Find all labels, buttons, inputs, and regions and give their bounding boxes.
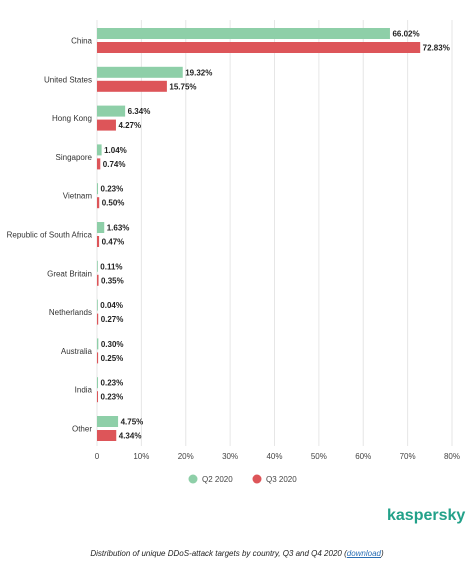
data-label: 0.23% [101,393,124,402]
bar-q2 [97,28,390,39]
data-label: 0.04% [100,301,123,310]
category-label: India [75,386,93,395]
bar-chart: China United States Hong Kong Singapore Viet… [7,20,460,484]
bar-q3 [97,158,101,170]
bar-q3 [97,80,167,92]
category-label: China [71,37,92,46]
data-label: 4.34% [119,432,142,441]
bar-q2 [97,299,98,311]
bar-q2 [97,66,183,78]
x-tick-label: 20% [178,452,194,461]
data-label: 0.30% [101,340,124,349]
data-label: 0.25% [101,354,124,363]
category-label: Hong Kong [52,114,92,123]
bar-q2 [97,377,99,389]
legend-label: Q3 2020 [266,475,297,484]
bar-q2 [97,222,105,233]
category-label: Singapore [56,153,93,162]
bar-q2 [97,416,119,427]
download-link[interactable]: download [346,549,381,558]
data-label: 0.50% [102,199,125,208]
bar-q3 [97,197,100,209]
figure-caption: Distribution of unique DDoS-attack targe… [0,549,474,558]
data-label: 0.35% [101,276,124,285]
bar-q2 [97,144,102,156]
legend-marker [252,474,262,484]
caption-end: ) [381,549,384,558]
bars [97,28,421,441]
data-label: 0.11% [100,262,122,271]
data-label: 19.32% [185,68,212,77]
bar-q2 [97,183,99,195]
bar-q3 [97,352,99,364]
x-tick-label: 50% [311,452,327,461]
data-label: 66.02% [392,30,419,39]
bar-q3 [97,313,99,325]
data-label: 1.04% [104,146,127,155]
data-label: 0.23% [101,379,124,388]
kaspersky-logo: kaspersky [387,507,466,524]
x-tick-label: 80% [444,452,460,461]
data-label: 0.23% [101,185,124,194]
x-tick-label: 10% [133,452,149,461]
legend-label: Q2 2020 [202,475,233,484]
data-label: 4.27% [118,121,141,130]
x-axis-ticks: 0 10% 20% 30% 40% 50% 60% 70% 80% [95,452,460,461]
legend: Q2 2020 Q3 2020 [188,474,297,484]
category-label: Republic of South Africa [7,231,93,240]
bar-q3 [97,391,99,403]
bar-q2 [97,260,98,272]
data-label: 6.34% [128,107,151,116]
data-label: 4.75% [121,418,144,427]
x-tick-label: 60% [355,452,371,461]
bar-q2 [97,105,126,117]
bar-q3 [97,430,117,441]
x-tick-label: 0 [95,452,100,461]
category-label: United States [44,75,92,84]
bar-q3 [97,42,421,53]
caption-text: Distribution of unique DDoS-attack targe… [90,549,347,558]
bar-q3 [97,274,99,286]
x-tick-label: 30% [222,452,238,461]
category-label: Other [72,425,92,434]
category-labels: China United States Hong Kong Singapore Viet… [7,37,93,434]
category-label: Great Britain [47,269,92,278]
data-label: 1.63% [107,224,130,233]
x-tick-label: 70% [400,452,416,461]
category-label: Australia [61,347,93,356]
data-label: 72.83% [423,44,450,53]
category-label: Vietnam [63,192,93,201]
bar-q2 [97,338,99,350]
data-label: 0.27% [101,315,124,324]
bar-q3 [97,236,100,247]
category-label: Netherlands [49,308,92,317]
value-labels: 66.02% 72.83% 19.32% 15.75% 6.34% 4.27% 1.04% 0… [100,30,450,441]
data-label: 15.75% [169,82,196,91]
data-label: 0.74% [103,160,126,169]
data-label: 0.47% [102,238,125,247]
bar-q3 [97,119,116,131]
legend-marker [188,474,198,484]
x-tick-label: 40% [266,452,282,461]
